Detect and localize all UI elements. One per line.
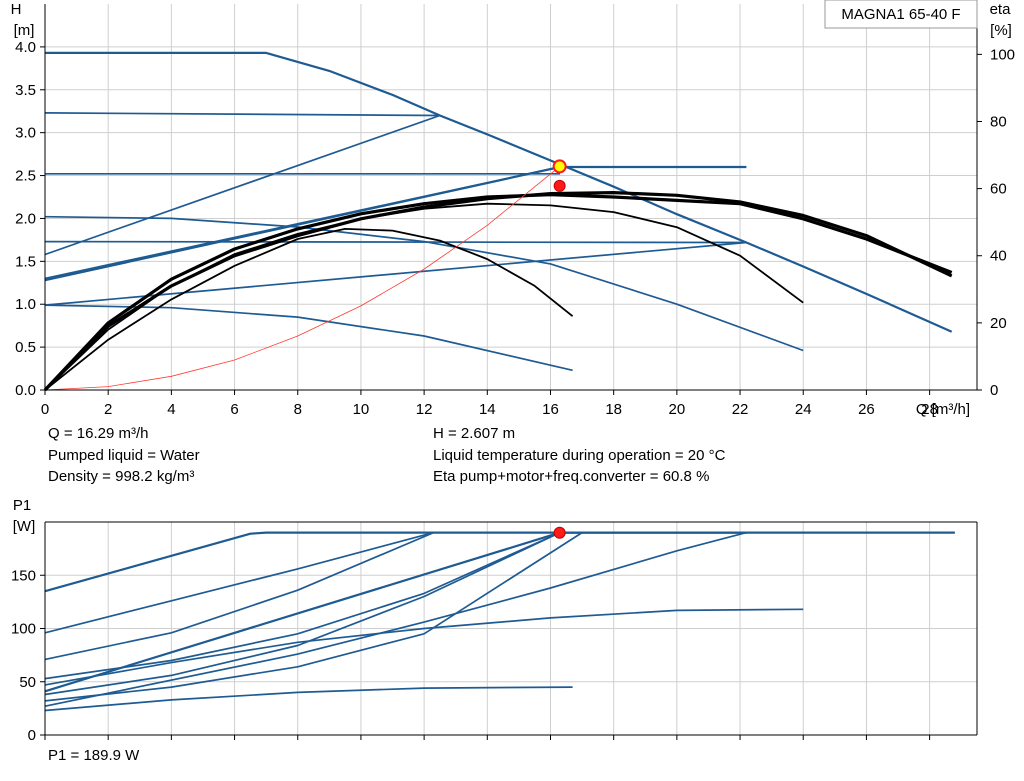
x-axis-label: Q [m³/h] — [916, 401, 970, 418]
y-tick-label: 3.0 — [15, 125, 36, 142]
head-chart-curves — [43, 51, 953, 392]
y2-tick-label: 20 — [990, 315, 1007, 332]
x-tick-label: 18 — [605, 401, 622, 418]
x-tick-label: 8 — [294, 401, 302, 418]
head-curve — [44, 112, 440, 117]
head-readout: H = 2.607 m — [433, 425, 516, 442]
power-curve — [44, 531, 434, 634]
power-tick-label: 100 — [11, 621, 36, 638]
power-axis-label: P1 — [13, 497, 31, 514]
head-chart-grid — [45, 4, 977, 390]
eta-curve — [44, 202, 804, 391]
y-axis-label: H — [11, 1, 22, 18]
y2-tick-label: 100 — [990, 46, 1015, 63]
model-label: MAGNA1 65-40 F — [841, 6, 960, 23]
power-axis-unit: [W] — [13, 518, 36, 535]
y-tick-label: 1.0 — [15, 296, 36, 313]
head-curve — [44, 165, 747, 282]
model-label-box — [824, 0, 978, 29]
eta-curve — [44, 228, 574, 391]
power-curve — [44, 531, 955, 593]
x-tick-label: 22 — [732, 401, 749, 418]
eta-point-marker — [553, 179, 566, 192]
chart-axes — [40, 4, 982, 740]
head-curve — [44, 114, 441, 256]
y-tick-label: 3.5 — [15, 82, 36, 99]
head-curve — [44, 241, 747, 306]
efficiency-readout: Eta pump+motor+freq.converter = 60.8 % — [433, 468, 710, 485]
power-chart-grid — [45, 522, 977, 735]
y-axis-unit: [m] — [14, 22, 35, 39]
power-tick-label: 50 — [19, 674, 36, 691]
density-readout: Density = 998.2 kg/m³ — [48, 468, 195, 485]
y2-tick-label: 0 — [990, 382, 998, 399]
x-tick-label: 28 — [921, 401, 938, 418]
x-tick-label: 26 — [858, 401, 875, 418]
y-tick-label: 0.5 — [15, 339, 36, 356]
power-curve — [44, 531, 561, 696]
chart-labels: 0 2 4 6 8 10 12 14 16 18 20 22 24 26 28Q [m³/h]0.00.51… — [11, 0, 1015, 744]
power-curve — [44, 531, 747, 708]
head-curve — [44, 240, 747, 244]
power-tick-label: 0 — [28, 727, 36, 744]
duty-point-marker — [552, 159, 567, 174]
power-tick-label: 150 — [11, 567, 36, 584]
y2-axis-label: eta — [990, 1, 1012, 18]
y-tick-label: 2.5 — [15, 168, 36, 185]
x-tick-label: 14 — [479, 401, 496, 418]
x-tick-label: 16 — [542, 401, 559, 418]
eta-curve — [43, 193, 953, 392]
power-chart-curves — [44, 526, 955, 712]
power-readout: P1 = 189.9 W — [48, 747, 140, 764]
y-tick-label: 4.0 — [15, 39, 36, 56]
y-tick-label: 2.0 — [15, 210, 36, 227]
x-tick-label: 0 — [41, 401, 49, 418]
power-curve — [44, 531, 434, 661]
x-tick-label: 20 — [669, 401, 686, 418]
x-tick-label: 2 — [104, 401, 112, 418]
flow-readout: Q = 16.29 m³/h — [48, 425, 149, 442]
x-tick-label: 12 — [416, 401, 433, 418]
y-tick-label: 1.5 — [15, 253, 36, 270]
y2-tick-label: 80 — [990, 113, 1007, 130]
power-curve — [44, 531, 561, 680]
system-curve — [44, 166, 560, 391]
y2-tick-label: 60 — [990, 181, 1007, 198]
power-point-marker — [553, 526, 566, 539]
head-curve — [44, 215, 804, 352]
power-curve — [44, 686, 573, 712]
head-curve — [45, 51, 953, 333]
x-tick-label: 6 — [230, 401, 238, 418]
liquid-readout: Pumped liquid = Water — [48, 447, 200, 464]
x-tick-label: 10 — [353, 401, 370, 418]
power-curve — [44, 531, 583, 702]
y-tick-label: 0.0 — [15, 382, 36, 399]
power-curve — [44, 608, 804, 686]
x-tick-label: 4 — [167, 401, 175, 418]
temperature-readout: Liquid temperature during operation = 20… — [433, 447, 726, 464]
x-tick-label: 24 — [795, 401, 812, 418]
y2-tick-label: 40 — [990, 248, 1007, 265]
y2-axis-unit: [%] — [990, 22, 1012, 39]
